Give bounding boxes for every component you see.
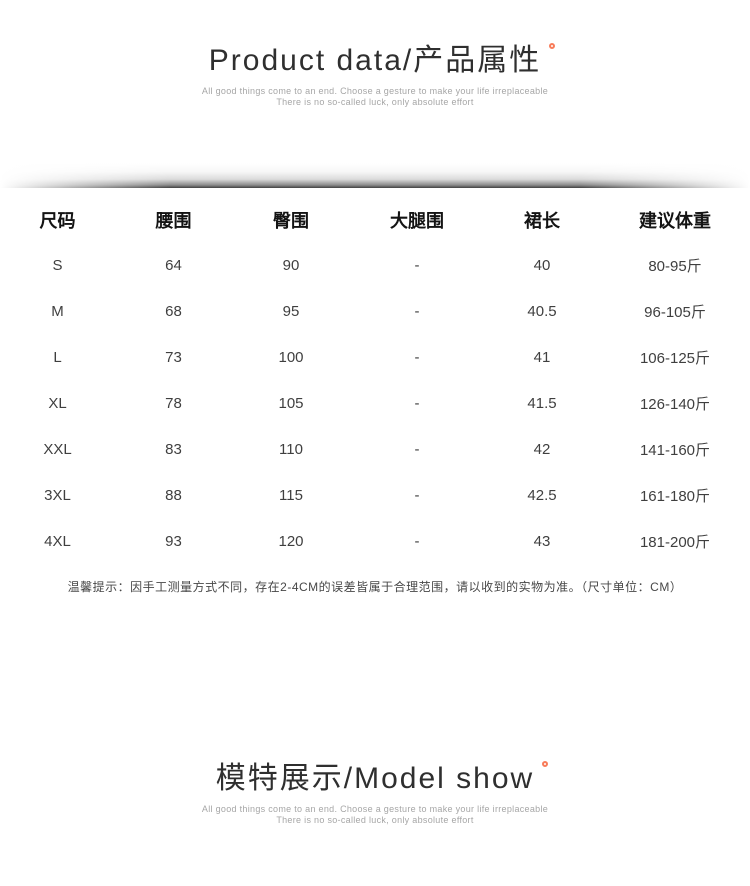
size-table-cell: XXL [43,440,72,458]
size-table-cell: 115 [279,486,303,504]
product-data-subtitle: All good things come to an end. Choose a… [0,86,750,108]
size-table-cell: 96-105斤 [644,303,706,321]
size-table-cell: - [414,394,420,412]
size-table-cell: 3XL [44,486,71,504]
size-table-header-cell: 尺码 [39,211,76,231]
size-table-cell: 141-160斤 [639,441,711,459]
product-data-subtitle-line1: All good things come to an end. Choose a… [201,86,549,96]
size-table: 尺码 腰围 臀围 大腿围 裙长 建议体重 S 64 90 - 40 80-95斤 M 68 95 - 40.5… [0,198,750,595]
product-data-section-header: Product data/产品属性 All good things come t… [0,0,750,108]
size-table-cell: 88 [165,486,182,504]
shadow-divider [0,163,750,188]
size-table-cell: S [52,256,63,274]
orange-ring-icon [542,761,549,767]
size-table-cell: 120 [278,532,304,550]
size-table-cell: 78 [165,394,182,412]
shadow-divider-fade-left [0,163,170,188]
size-table-cell: 83 [165,440,182,458]
product-data-subtitle-line2: There is no so-called luck, only absolut… [276,97,474,107]
size-table-cell: 41 [533,348,551,366]
size-table-cell: 126-140斤 [639,395,711,413]
product-data-title-wrap: Product data/产品属性 [208,42,556,80]
size-table-cell: 106-125斤 [639,349,711,367]
model-show-subtitle-line2: There is no so-called luck, only absolut… [276,815,474,825]
model-show-section-header: 模特展示/Model show All good things come to … [0,760,750,826]
model-show-title-wrap: 模特展示/Model show [215,760,549,798]
size-table-header-cell: 腰围 [155,211,192,231]
size-table-row: 4XL 93 120 - 43 181-200斤 [0,518,750,564]
size-table-header-row: 尺码 腰围 臀围 大腿围 裙长 建议体重 [0,198,750,242]
size-table-cell: 110 [279,440,303,458]
size-table-cell: 80-95斤 [648,257,702,275]
size-table-cell: M [51,302,64,320]
size-table-cell: XL [48,394,67,412]
size-table-row: XL 78 105 - 41.5 126-140斤 [0,380,750,426]
size-table-cell: 181-200斤 [639,533,711,551]
size-table-cell: 105 [278,394,304,412]
size-table-cell: 64 [165,256,182,274]
size-table-header-cell: 建议体重 [639,211,711,231]
size-table-cell: - [414,348,420,366]
model-show-title: 模特展示/Model show [215,762,535,795]
size-table-cell: 42.5 [527,486,557,504]
size-table-cell: - [414,532,420,550]
size-table-cell: 42 [533,440,551,458]
product-data-title: Product data/产品属性 [208,44,542,77]
size-table-body: S 64 90 - 40 80-95斤 M 68 95 - 40.5 96-105斤 L 73 100 - 41… [0,242,750,564]
size-table-cell: 40 [533,256,551,274]
size-table-cell: 68 [165,302,182,320]
size-table-cell: 90 [282,256,300,274]
size-table-cell: 43 [533,532,551,550]
size-table-cell: 73 [165,348,182,366]
size-table-row: L 73 100 - 41 106-125斤 [0,334,750,380]
size-table-cell: 100 [278,348,304,366]
model-show-subtitle-line1: All good things come to an end. Choose a… [201,804,549,814]
size-table-row: XXL 83 110 - 42 141-160斤 [0,426,750,472]
size-table-cell: 95 [282,302,300,320]
size-table-cell: 4XL [44,532,71,550]
shadow-divider-fade-right [580,163,750,188]
size-table-cell: L [53,348,62,366]
size-table-cell: 40.5 [527,302,557,320]
size-table-note: 温馨提示：因手工测量方式不同，存在2-4CM的误差皆属于合理范围，请以收到的实物… [67,580,683,594]
size-table-row: M 68 95 - 40.5 96-105斤 [0,288,750,334]
size-table-cell: - [414,302,420,320]
size-table-cell: - [414,256,420,274]
size-table-cell: 161-180斤 [639,487,711,505]
size-table-cell: - [414,486,420,504]
size-table-cell: - [414,440,420,458]
size-table-header-cell: 臀围 [273,211,309,231]
size-table-header-cell: 裙长 [524,211,560,231]
size-table-row: S 64 90 - 40 80-95斤 [0,242,750,288]
orange-ring-icon [549,43,556,49]
model-show-subtitle: All good things come to an end. Choose a… [0,804,750,826]
size-table-row: 3XL 88 115 - 42.5 161-180斤 [0,472,750,518]
size-table-cell: 41.5 [527,394,557,412]
size-table-cell: 93 [165,532,182,550]
size-table-header-cell: 大腿围 [390,211,444,231]
